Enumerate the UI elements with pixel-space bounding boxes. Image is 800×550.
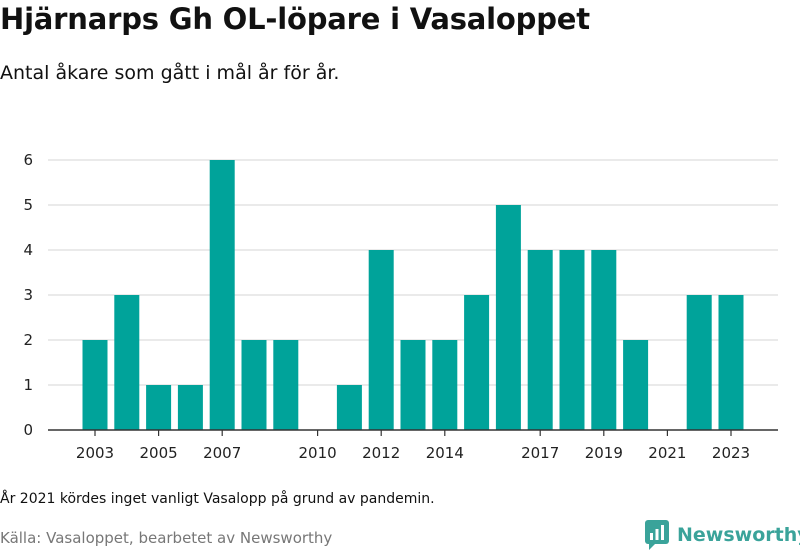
y-tick-label: 1 [23,376,33,394]
newsworthy-logo-icon [645,520,669,550]
bar-2008 [241,340,267,430]
x-tick-label: 2012 [362,444,400,462]
chart-title: Hjärnarps Gh OL-löpare i Vasaloppet [0,2,590,36]
bar-2012 [368,250,394,430]
bar-chart: 0 1 2 3 4 5 6 2003 2005 2007 2010 2012 2014 2017 2019 2… [23,151,778,462]
bar-2005 [146,385,172,430]
bar-2023 [718,295,744,430]
bar-2018 [559,250,585,430]
x-tick-label: 2017 [521,444,559,462]
x-tick-label: 2003 [76,444,114,462]
y-tick-label: 5 [23,196,33,214]
x-tick-label: 2019 [585,444,623,462]
newsworthy-logo-text: Newsworthy [677,524,800,546]
x-tick-label: 2010 [299,444,337,462]
y-tick-label: 4 [23,241,33,259]
newsworthy-logo: Newsworthy [645,520,800,550]
bar-2007 [209,160,235,430]
bar-2009 [273,340,299,430]
bar-2013 [400,340,426,430]
y-tick-label: 2 [23,331,33,349]
y-tick-label: 0 [23,421,33,439]
x-tick-label: 2005 [140,444,178,462]
x-tick-label: 2023 [712,444,750,462]
bar-2019 [591,250,617,430]
y-tick-label: 6 [23,151,33,169]
x-tick-label: 2014 [426,444,464,462]
bar-2017 [527,250,553,430]
bar-2003 [82,340,108,430]
bar-2022 [686,295,712,430]
bar-2015 [464,295,490,430]
bar-2020 [623,340,649,430]
bar-2011 [336,385,362,430]
source-text: Källa: Vasaloppet, bearbetet av Newswort… [0,529,333,547]
footnote: År 2021 kördes inget vanligt Vasalopp på… [0,491,435,507]
bar-2006 [177,385,203,430]
bar-2004 [114,295,140,430]
x-tick-label: 2007 [203,444,241,462]
y-tick-label: 3 [23,286,33,304]
chart-subtitle: Antal åkare som gått i mål år för år. [0,62,340,84]
bar-2014 [432,340,458,430]
bar-2016 [495,205,521,430]
x-tick-label: 2021 [648,444,686,462]
